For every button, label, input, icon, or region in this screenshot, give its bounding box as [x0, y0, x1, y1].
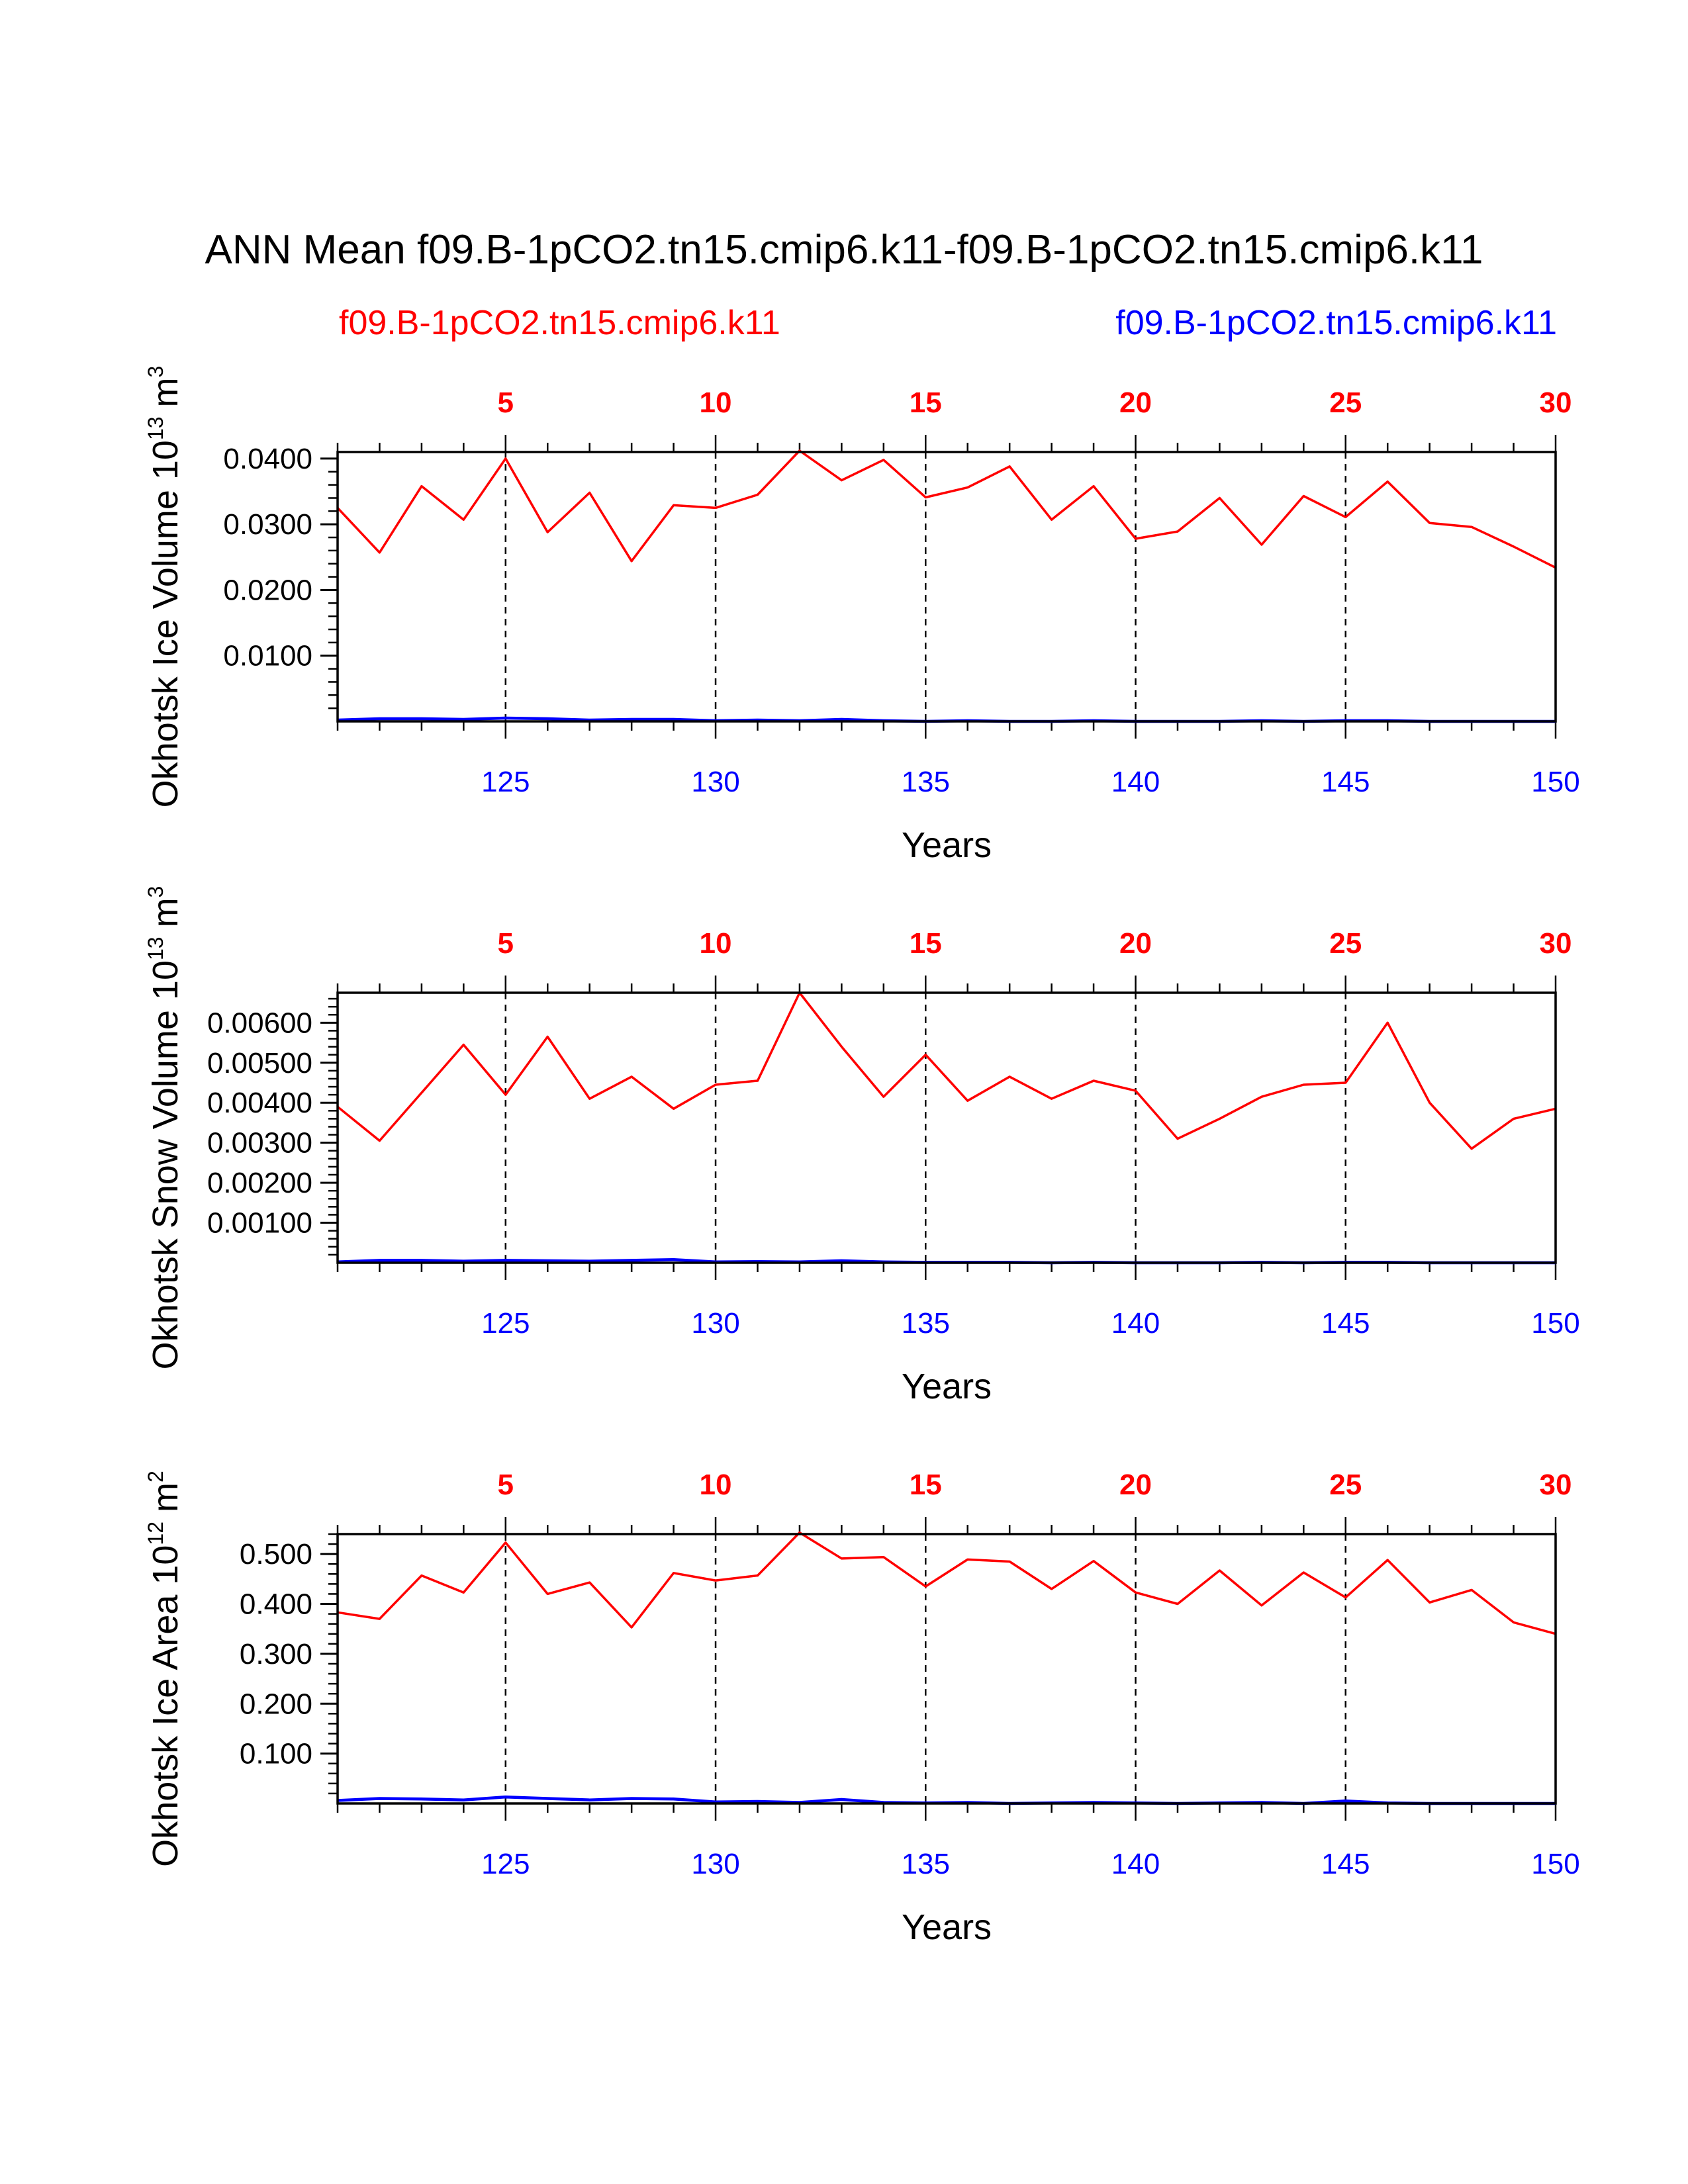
x-bottom-tick-label: 150 [1531, 766, 1579, 798]
x-top-tick-label: 25 [1329, 387, 1362, 419]
panel-ice-area: 0.100 0.200 0.300 0.400 0.500 5 125 10 130 15 135 2… [144, 1469, 1580, 1947]
x-top-tick-label: 10 [700, 927, 732, 960]
y-axis-label: Okhotsk Snow Volume 1013m3 [144, 886, 185, 1370]
x-bottom-tick-label: 125 [481, 766, 530, 798]
x-top-tick-label: 30 [1540, 927, 1572, 960]
x-top-tick-label: 25 [1329, 927, 1362, 960]
legend-label-series-a: f09.B-1pCO2.tn15.cmip6.k11 [339, 304, 780, 342]
x-axis-label: Years [902, 1907, 992, 1947]
x-axis-label: Years [902, 825, 992, 865]
plot-frame [336, 451, 1557, 723]
x-bottom-tick-label: 150 [1531, 1848, 1579, 1880]
x-top-tick-label: 15 [910, 1469, 942, 1501]
x-bottom-tick-label: 135 [902, 1307, 950, 1340]
x-top-tick-label: 20 [1119, 1469, 1152, 1501]
y-tick-label: 0.500 [240, 1538, 312, 1570]
legend-label-series-b: f09.B-1pCO2.tn15.cmip6.k11 [1115, 304, 1557, 342]
x-top-tick-label: 5 [498, 927, 514, 960]
y-tick-label: 0.0400 [223, 443, 312, 475]
panel-snow-volume: 0.00100 0.00200 0.00300 0.00400 0.00500 0.006… [144, 886, 1580, 1406]
y-tick-label: 0.400 [240, 1588, 312, 1621]
x-bottom-tick-label: 140 [1111, 766, 1160, 798]
x-bottom-tick-label: 130 [691, 766, 739, 798]
x-bottom-tick-label: 130 [691, 1848, 739, 1880]
y-tick-label: 0.00600 [207, 1007, 312, 1039]
x-bottom-tick-label: 125 [481, 1307, 530, 1340]
y-tick-label: 0.00100 [207, 1207, 312, 1240]
figure-title: ANN Mean f09.B-1pCO2.tn15.cmip6.k11-f09.… [205, 227, 1483, 273]
x-top-tick-label: 15 [910, 927, 942, 960]
x-bottom-tick-label: 140 [1111, 1307, 1160, 1340]
y-tick-label: 0.00300 [207, 1127, 312, 1160]
y-tick-label: 0.0300 [223, 508, 312, 541]
y-tick-label: 0.00200 [207, 1167, 312, 1199]
x-top-tick-label: 30 [1540, 1469, 1572, 1501]
x-top-tick-label: 15 [910, 387, 942, 419]
x-bottom-tick-label: 145 [1321, 1307, 1370, 1340]
x-top-tick-label: 5 [498, 387, 514, 419]
x-top-tick-label: 5 [498, 1469, 514, 1501]
series-line-red [336, 449, 1556, 569]
x-bottom-tick-label: 130 [691, 1307, 739, 1340]
y-tick-label: 0.200 [240, 1688, 312, 1720]
x-bottom-tick-label: 135 [902, 766, 950, 798]
x-top-tick-label: 20 [1119, 387, 1152, 419]
y-axis-label: Okhotsk Ice Area 1012m2 [144, 1471, 185, 1867]
x-top-tick-label: 30 [1540, 387, 1572, 419]
y-axis-label: Okhotsk Ice Volume 1013m3 [144, 366, 185, 808]
x-bottom-tick-label: 145 [1321, 766, 1370, 798]
x-top-tick-label: 10 [700, 1469, 732, 1501]
panel-ice-volume: 0.0100 0.0200 0.0300 0.0400 5 125 10 130 15 135 20… [144, 366, 1580, 865]
x-bottom-tick-label: 135 [902, 1848, 950, 1880]
y-tick-label: 0.00400 [207, 1087, 312, 1119]
x-top-tick-label: 25 [1329, 1469, 1362, 1501]
y-tick-label: 0.100 [240, 1738, 312, 1770]
x-bottom-tick-label: 150 [1531, 1307, 1579, 1340]
y-tick-label: 0.0200 [223, 574, 312, 606]
y-tick-label: 0.00500 [207, 1047, 312, 1079]
x-axis-label: Years [902, 1367, 992, 1406]
x-bottom-tick-label: 140 [1111, 1848, 1160, 1880]
y-tick-label: 0.300 [240, 1638, 312, 1670]
x-top-tick-label: 20 [1119, 927, 1152, 960]
plot-frame [336, 991, 1557, 1264]
y-tick-label: 0.0100 [223, 640, 312, 672]
series-line-red [337, 1531, 1556, 1635]
plot-frame [336, 1533, 1557, 1805]
x-bottom-tick-label: 125 [481, 1848, 530, 1880]
x-top-tick-label: 10 [700, 387, 732, 419]
x-bottom-tick-label: 145 [1321, 1848, 1370, 1880]
series-line-red [336, 991, 1556, 1150]
